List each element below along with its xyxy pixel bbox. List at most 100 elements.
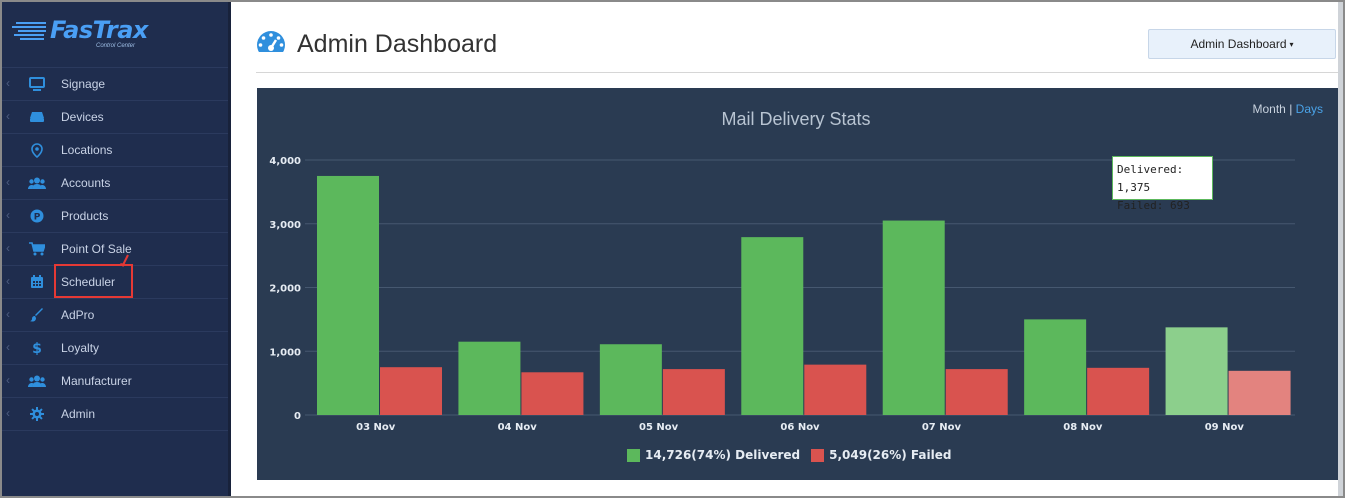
range-month-link[interactable]: Month xyxy=(1252,102,1286,116)
bar-delivered xyxy=(1024,319,1087,415)
chevron-left-icon: ‹ xyxy=(6,340,10,354)
scheduler-highlight-annotation xyxy=(54,264,133,298)
sidebar-item-label: Admin xyxy=(61,407,96,421)
y-tick-label: 0 xyxy=(294,411,301,422)
bar-delivered xyxy=(1165,327,1228,415)
fastrax-logo[interactable]: FasTrax Control Center xyxy=(10,12,210,56)
legend-swatch-delivered xyxy=(627,448,640,462)
sidebar-item-devices[interactable]: ‹ Devices xyxy=(2,100,228,133)
cart-icon xyxy=(28,241,46,257)
logo-subtitle: Control Center xyxy=(96,43,136,49)
mail-delivery-chart-card: 0 1,000 2,000 3,000 4,000 03 Nov 04 Nov 05 Nov 0… xyxy=(257,88,1339,480)
chevron-left-icon: ‹ xyxy=(6,208,10,222)
chart-title: Mail Delivery Stats xyxy=(721,109,871,129)
bar-delivered xyxy=(599,344,662,415)
sidebar-item-signage[interactable]: ‹ Signage xyxy=(2,67,228,100)
sidebar-item-point-of-sale[interactable]: ‹ Point Of Sale xyxy=(2,232,228,265)
sidebar-item-label: Point Of Sale xyxy=(61,242,132,256)
legend-failed[interactable]: 5,049(26%) Failed xyxy=(811,448,951,462)
page-header: Admin Dashboard xyxy=(255,26,497,62)
chart-legend: 14,726(74%) Delivered 5,049(26%) Failed xyxy=(627,448,962,462)
sidebar-item-label: AdPro xyxy=(61,308,95,322)
chevron-left-icon: ‹ xyxy=(6,307,10,321)
bar-failed xyxy=(945,369,1008,415)
bar-delivered xyxy=(882,220,945,415)
chart-canvas: 0 1,000 2,000 3,000 4,000 03 Nov 04 Nov 05 Nov 0… xyxy=(269,156,1295,433)
y-tick-label: 3,000 xyxy=(269,220,301,231)
calendar-icon xyxy=(28,274,46,290)
sidebar-item-label: Scheduler xyxy=(61,275,116,289)
x-tick-label: 08 Nov xyxy=(1063,422,1103,433)
users-icon xyxy=(28,373,46,389)
svg-text:$: $ xyxy=(32,341,42,356)
x-tick-label: 07 Nov xyxy=(922,422,962,433)
bar-failed xyxy=(521,372,584,415)
dashboard-gauge-icon xyxy=(257,31,285,58)
sidebar-item-locations[interactable]: Locations xyxy=(2,133,228,166)
dashboard-panel: Admin Dashboard Admin Dashboard ▾ 0 1,000… xyxy=(231,2,1343,496)
legend-swatch-failed xyxy=(811,448,825,462)
x-tick-label: 09 Nov xyxy=(1205,422,1245,433)
legend-delivered[interactable]: 14,726(74%) Delivered xyxy=(627,448,800,462)
tooltip-failed: Failed: 693 xyxy=(1117,199,1190,212)
main-content: Admin Dashboard Admin Dashboard ▾ 0 1,000… xyxy=(231,2,1343,496)
bar-failed xyxy=(1087,367,1150,415)
bar-delivered xyxy=(458,341,521,415)
x-tick-label: 04 Nov xyxy=(498,422,538,433)
sidebar: FasTrax Control Center ‹ Signage ‹ Devic… xyxy=(2,2,231,496)
bar-delivered xyxy=(317,175,379,415)
chevron-left-icon: ‹ xyxy=(6,274,10,288)
gear-icon xyxy=(28,406,46,422)
bar-failed xyxy=(380,367,442,415)
sidebar-item-products[interactable]: ‹ P Products xyxy=(2,199,228,232)
range-toggle: Month | Days xyxy=(1253,102,1324,116)
sidebar-nav: ‹ Signage ‹ Devices Locations ‹ xyxy=(2,67,228,431)
x-tick-label: 06 Nov xyxy=(780,422,820,433)
sidebar-item-accounts[interactable]: ‹ Accounts xyxy=(2,166,228,199)
range-days-link[interactable]: Days xyxy=(1295,102,1323,116)
sidebar-item-manufacturer[interactable]: ‹ Manufacturer xyxy=(2,364,228,397)
sidebar-item-label: Loyalty xyxy=(61,341,100,355)
chevron-left-icon: ‹ xyxy=(6,175,10,189)
y-tick-label: 1,000 xyxy=(269,347,301,358)
y-tick-label: 2,000 xyxy=(269,284,301,295)
y-tick-label: 4,000 xyxy=(269,156,301,167)
header-divider xyxy=(256,72,1338,73)
logo-wordmark: FasTrax xyxy=(50,16,148,44)
bar-failed xyxy=(804,364,867,415)
x-tick-label: 05 Nov xyxy=(639,422,679,433)
sidebar-item-admin[interactable]: ‹ Admin xyxy=(2,397,228,431)
sidebar-item-loyalty[interactable]: ‹ $ Loyalty xyxy=(2,331,228,364)
sidebar-item-adpro[interactable]: ‹ AdPro xyxy=(2,298,228,331)
tooltip-delivered: Delivered: 1,375 xyxy=(1117,163,1184,194)
sidebar-item-label: Products xyxy=(61,209,109,223)
logo-speed-lines-icon xyxy=(12,22,46,40)
caret-down-icon: ▾ xyxy=(1289,39,1294,49)
svg-text:P: P xyxy=(34,213,41,223)
device-icon xyxy=(28,109,46,125)
legend-delivered-label: 14,726(74%) Delivered xyxy=(645,448,801,462)
monitor-icon xyxy=(28,76,46,92)
chevron-left-icon: ‹ xyxy=(6,406,10,420)
sidebar-item-label: Manufacturer xyxy=(61,374,132,388)
product-coin-icon: P xyxy=(28,208,46,224)
annotation-arrow-icon xyxy=(120,254,129,267)
bar-failed xyxy=(1228,370,1291,415)
chevron-left-icon: ‹ xyxy=(6,373,10,387)
chevron-left-icon: ‹ xyxy=(6,76,10,90)
map-pin-icon xyxy=(28,142,46,158)
range-separator: | xyxy=(1285,102,1296,116)
bar-delivered xyxy=(741,237,804,415)
sidebar-item-label: Signage xyxy=(61,77,106,91)
bar-failed xyxy=(662,369,725,415)
dashboard-select-dropdown[interactable]: Admin Dashboard ▾ xyxy=(1148,29,1336,59)
x-tick-label: 03 Nov xyxy=(356,422,396,433)
chevron-left-icon: ‹ xyxy=(6,241,10,255)
page-title: Admin Dashboard xyxy=(297,29,498,58)
dropdown-label: Admin Dashboard xyxy=(1190,37,1287,51)
sidebar-item-label: Devices xyxy=(61,110,104,124)
brush-icon xyxy=(28,307,46,323)
chart-tooltip: Delivered: 1,375 Failed: 693 xyxy=(1112,156,1213,212)
sidebar-item-label: Accounts xyxy=(61,176,111,190)
